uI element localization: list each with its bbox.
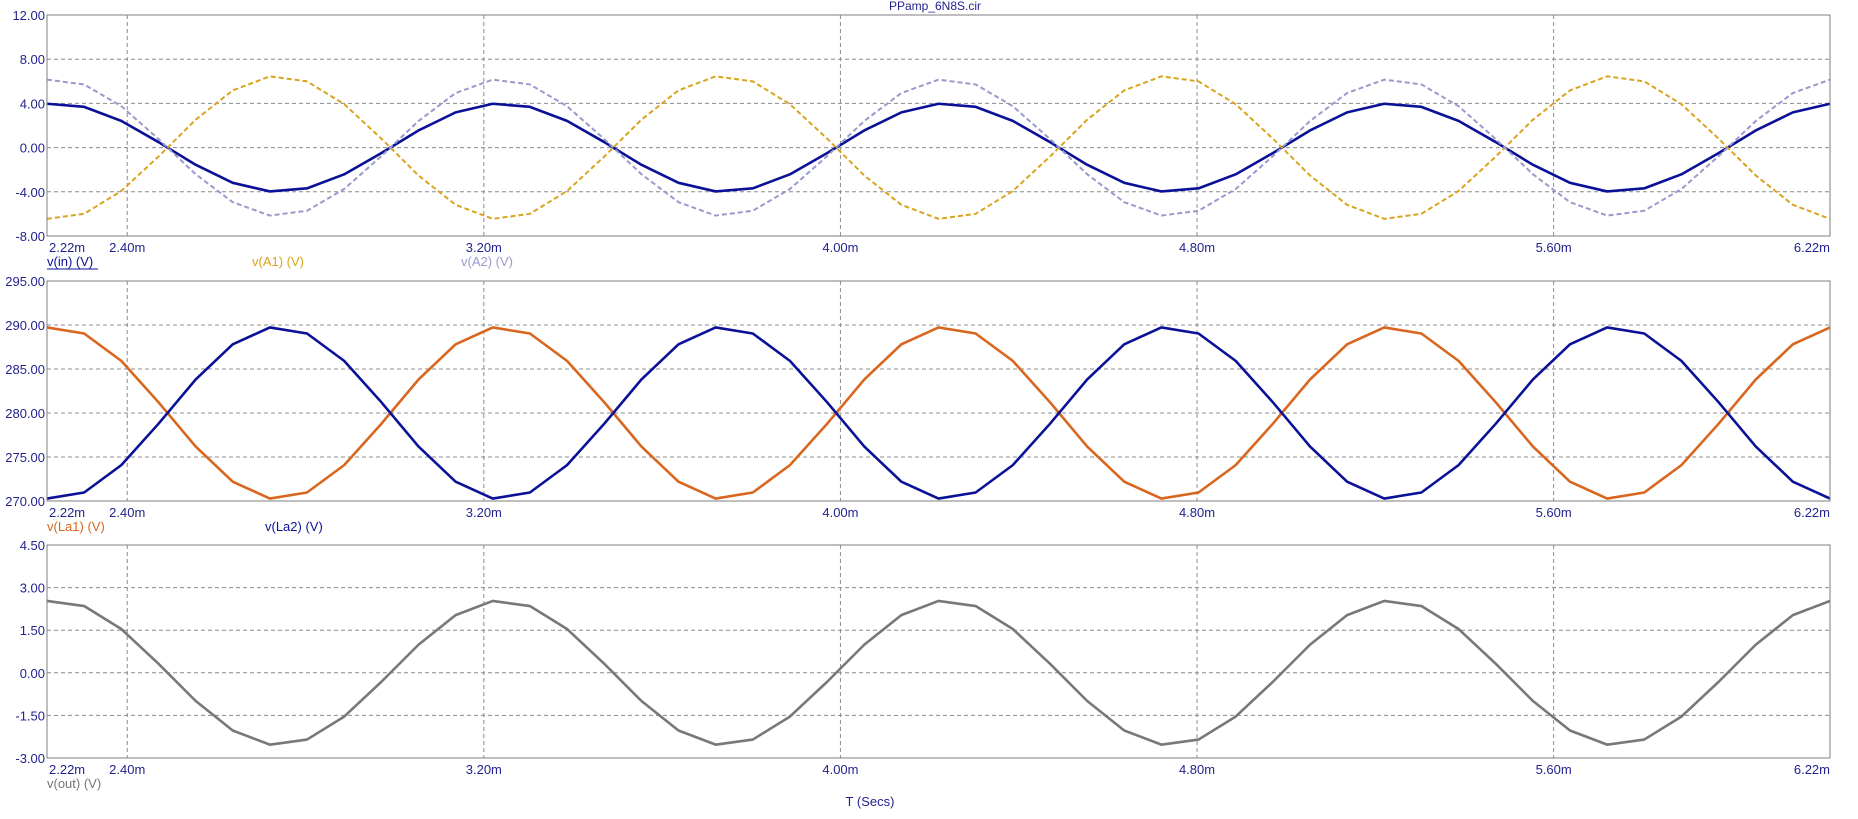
y-tick-label: 270.00 bbox=[5, 494, 45, 509]
series-line-v-out bbox=[46, 599, 1831, 746]
x-tick-labels: 2.22m 2.40m 3.20m 4.00m 4.80m 5.60m 6.22m bbox=[49, 762, 1830, 777]
y-tick-label: 8.00 bbox=[20, 52, 45, 67]
legend-v-la1: v(La1) (V) bbox=[47, 519, 105, 534]
y-tick-label: -8.00 bbox=[15, 229, 45, 244]
x-tick-label: 2.22m bbox=[49, 762, 85, 777]
x-tick-label: 5.60m bbox=[1536, 240, 1572, 255]
y-tick-label: -4.00 bbox=[15, 185, 45, 200]
y-tick-labels: 4.50 3.00 1.50 0.00 -1.50 -3.00 bbox=[15, 538, 45, 766]
y-tick-label: 0.00 bbox=[20, 141, 45, 156]
y-tick-label: -1.50 bbox=[15, 708, 45, 723]
y-tick-labels: 295.00 290.00 285.00 280.00 275.00 270.00 bbox=[5, 274, 45, 509]
y-tick-label: 12.00 bbox=[12, 8, 45, 23]
x-tick-label: 4.00m bbox=[822, 240, 858, 255]
panel-voltage-in-a1-a2: 12.00 8.00 4.00 0.00 -4.00 -8.00 2.22m 2.40m 3.… bbox=[12, 8, 1831, 270]
y-tick-label: -3.00 bbox=[15, 751, 45, 766]
y-tick-label: 1.50 bbox=[20, 623, 45, 638]
x-tick-label: 6.22m bbox=[1794, 762, 1830, 777]
x-axis-label: T (Secs) bbox=[846, 794, 895, 809]
plot-title: PPamp_6N8S.cir bbox=[889, 0, 981, 13]
legend-v-la2: v(La2) (V) bbox=[265, 519, 323, 534]
x-tick-label: 4.00m bbox=[822, 505, 858, 520]
legend-v-a2: v(A2) (V) bbox=[461, 254, 513, 269]
x-tick-label: 3.20m bbox=[466, 240, 502, 255]
x-tick-label: 4.00m bbox=[822, 762, 858, 777]
series-line-v-la1 bbox=[46, 326, 1831, 500]
series-line-v-a2 bbox=[46, 78, 1831, 217]
panel-voltage-la1-la2: 295.00 290.00 285.00 280.00 275.00 270.00 2.2… bbox=[5, 274, 1831, 534]
y-tick-label: 280.00 bbox=[5, 406, 45, 421]
x-tick-label: 2.22m bbox=[49, 240, 85, 255]
y-tick-label: 295.00 bbox=[5, 274, 45, 289]
series-layer bbox=[46, 75, 1831, 220]
panel-voltage-out: 4.50 3.00 1.50 0.00 -1.50 -3.00 2.22m 2.40m 3.2… bbox=[15, 538, 1831, 791]
x-tick-labels: 2.22m 2.40m 3.20m 4.00m 4.80m 5.60m 6.22m bbox=[49, 505, 1830, 520]
x-tick-label: 5.60m bbox=[1536, 762, 1572, 777]
series-line-v-in bbox=[46, 102, 1831, 193]
series-line-v-a1 bbox=[46, 75, 1831, 220]
x-tick-label: 2.22m bbox=[49, 505, 85, 520]
plot-frame bbox=[46, 14, 1831, 237]
x-tick-label: 4.80m bbox=[1179, 762, 1215, 777]
legend-v-out: v(out) (V) bbox=[47, 776, 101, 791]
x-tick-label: 5.60m bbox=[1536, 505, 1572, 520]
x-tick-label: 2.40m bbox=[109, 505, 145, 520]
y-tick-label: 285.00 bbox=[5, 362, 45, 377]
x-tick-label: 3.20m bbox=[466, 505, 502, 520]
x-tick-label: 4.80m bbox=[1179, 505, 1215, 520]
grid-lines bbox=[47, 15, 1830, 236]
y-tick-label: 4.50 bbox=[20, 538, 45, 553]
series-layer bbox=[46, 599, 1831, 746]
y-tick-labels: 12.00 8.00 4.00 0.00 -4.00 -8.00 bbox=[12, 8, 45, 244]
grid-lines bbox=[47, 545, 1830, 758]
plot-frame bbox=[46, 280, 1831, 502]
legend-v-in: v(in) (V) bbox=[47, 254, 93, 269]
x-tick-label: 4.80m bbox=[1179, 240, 1215, 255]
plot-frame bbox=[46, 544, 1831, 759]
y-tick-label: 3.00 bbox=[20, 581, 45, 596]
y-tick-label: 290.00 bbox=[5, 318, 45, 333]
x-tick-label: 2.40m bbox=[109, 240, 145, 255]
y-tick-label: 0.00 bbox=[20, 666, 45, 681]
x-tick-label: 6.22m bbox=[1794, 240, 1830, 255]
y-tick-label: 275.00 bbox=[5, 450, 45, 465]
series-layer bbox=[46, 326, 1831, 500]
legend-v-a1: v(A1) (V) bbox=[252, 254, 304, 269]
series-line-v-la2 bbox=[46, 326, 1831, 500]
x-tick-label: 3.20m bbox=[466, 762, 502, 777]
x-tick-label: 2.40m bbox=[109, 762, 145, 777]
y-tick-label: 4.00 bbox=[20, 96, 45, 111]
x-tick-label: 6.22m bbox=[1794, 505, 1830, 520]
x-tick-labels: 2.22m 2.40m 3.20m 4.00m 4.80m 5.60m 6.22m bbox=[49, 240, 1830, 255]
grid-lines bbox=[47, 281, 1830, 501]
